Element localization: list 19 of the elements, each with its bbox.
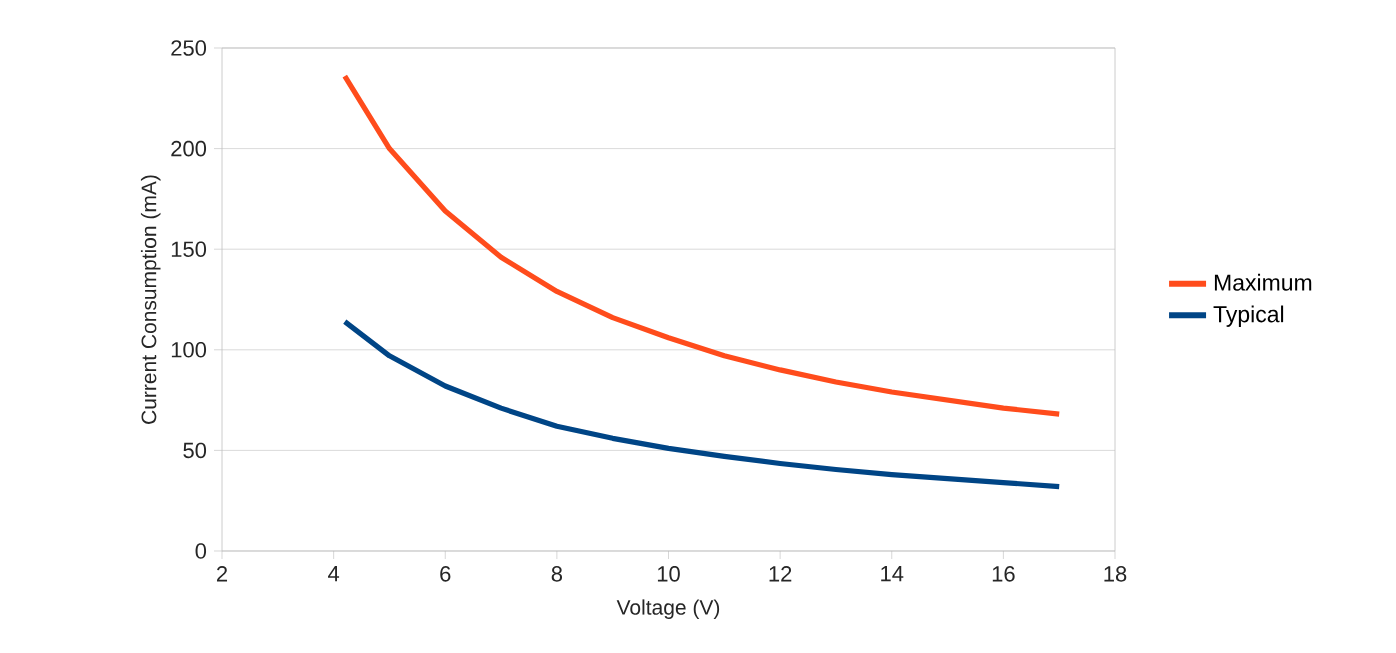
x-tick-label: 6 bbox=[440, 566, 451, 582]
y-tick-label: 200 bbox=[171, 140, 207, 157]
x-tick-label: 4 bbox=[328, 566, 340, 582]
legend-label: Typical bbox=[1213, 305, 1284, 327]
y-tick-label: 250 bbox=[171, 40, 207, 56]
legend-label: Maximum bbox=[1214, 273, 1312, 291]
x-tick-label: 14 bbox=[881, 566, 904, 582]
y-tick-label: 50 bbox=[183, 442, 207, 459]
y-axis-title: Current Consumption (mA) bbox=[140, 175, 161, 424]
y-tick-label: 150 bbox=[171, 241, 207, 257]
y-tick-label: 0 bbox=[195, 543, 207, 559]
x-tick-label: 12 bbox=[769, 566, 792, 582]
x-tick-label: 18 bbox=[1104, 566, 1127, 582]
x-axis-title: Voltage (V) bbox=[616, 599, 720, 619]
x-tick-label: 16 bbox=[992, 566, 1015, 582]
y-tick-label: 100 bbox=[171, 342, 207, 358]
x-tick-label: 8 bbox=[551, 566, 563, 582]
x-tick-label: 2 bbox=[216, 566, 228, 582]
x-tick-label: 10 bbox=[657, 566, 680, 582]
